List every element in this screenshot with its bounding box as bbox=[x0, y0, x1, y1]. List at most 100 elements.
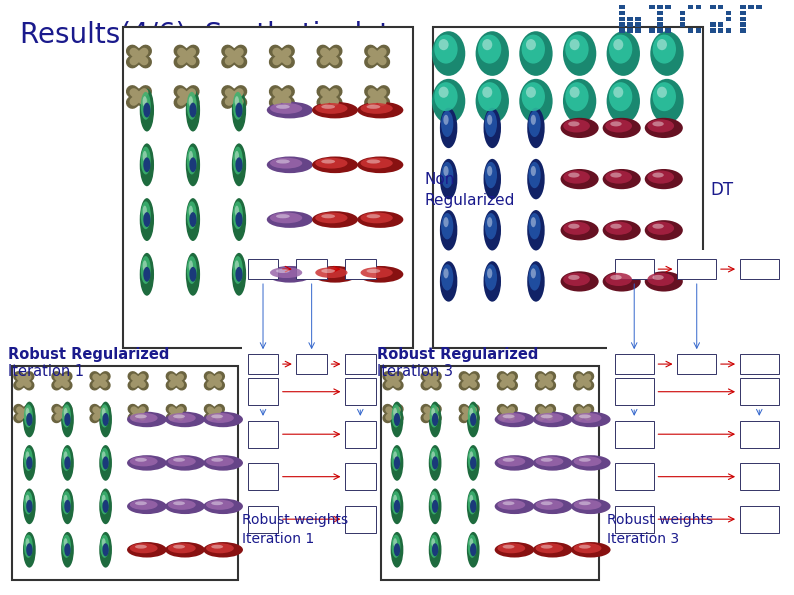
Bar bbox=[710, 23, 715, 27]
Ellipse shape bbox=[270, 267, 303, 278]
Ellipse shape bbox=[129, 543, 157, 553]
Ellipse shape bbox=[653, 173, 664, 177]
Ellipse shape bbox=[519, 79, 553, 124]
Ellipse shape bbox=[129, 413, 157, 423]
Ellipse shape bbox=[530, 166, 536, 176]
Bar bbox=[740, 11, 746, 15]
Ellipse shape bbox=[235, 96, 239, 107]
Ellipse shape bbox=[647, 120, 674, 133]
Ellipse shape bbox=[527, 108, 545, 148]
Ellipse shape bbox=[135, 458, 147, 462]
Ellipse shape bbox=[391, 405, 400, 427]
Ellipse shape bbox=[565, 35, 588, 64]
Bar bbox=[619, 23, 625, 27]
Ellipse shape bbox=[613, 39, 623, 50]
Ellipse shape bbox=[61, 445, 74, 481]
Ellipse shape bbox=[141, 256, 151, 284]
Ellipse shape bbox=[127, 455, 167, 471]
Bar bbox=[680, 23, 685, 27]
Ellipse shape bbox=[391, 534, 400, 558]
Ellipse shape bbox=[186, 198, 200, 241]
Ellipse shape bbox=[605, 222, 632, 235]
Ellipse shape bbox=[443, 268, 449, 278]
Ellipse shape bbox=[441, 264, 453, 290]
Ellipse shape bbox=[26, 456, 33, 469]
Ellipse shape bbox=[579, 458, 591, 462]
Bar bbox=[756, 5, 761, 9]
Ellipse shape bbox=[100, 405, 109, 427]
Ellipse shape bbox=[23, 532, 36, 568]
Ellipse shape bbox=[526, 39, 536, 50]
Bar bbox=[296, 354, 327, 374]
Ellipse shape bbox=[140, 89, 154, 131]
Ellipse shape bbox=[143, 212, 150, 227]
Ellipse shape bbox=[211, 545, 223, 549]
Ellipse shape bbox=[495, 412, 534, 427]
Bar bbox=[740, 463, 779, 490]
Ellipse shape bbox=[203, 542, 243, 558]
Ellipse shape bbox=[478, 35, 501, 64]
Ellipse shape bbox=[189, 212, 197, 227]
Ellipse shape bbox=[605, 120, 632, 133]
Ellipse shape bbox=[429, 488, 441, 524]
Ellipse shape bbox=[653, 35, 676, 64]
Ellipse shape bbox=[168, 543, 195, 553]
Ellipse shape bbox=[469, 495, 473, 503]
Bar bbox=[740, 29, 746, 33]
Ellipse shape bbox=[186, 143, 200, 186]
Ellipse shape bbox=[62, 405, 71, 427]
Bar bbox=[688, 5, 693, 9]
Ellipse shape bbox=[64, 495, 67, 503]
Ellipse shape bbox=[468, 491, 476, 514]
Ellipse shape bbox=[315, 267, 348, 278]
Ellipse shape bbox=[143, 96, 147, 107]
Ellipse shape bbox=[64, 538, 67, 547]
Ellipse shape bbox=[140, 143, 154, 186]
Ellipse shape bbox=[233, 92, 243, 120]
Ellipse shape bbox=[186, 253, 200, 296]
Ellipse shape bbox=[469, 538, 473, 547]
Ellipse shape bbox=[168, 500, 195, 510]
Bar bbox=[607, 250, 786, 363]
Bar bbox=[657, 29, 663, 33]
Ellipse shape bbox=[613, 87, 623, 98]
Ellipse shape bbox=[645, 169, 683, 189]
Ellipse shape bbox=[573, 456, 601, 466]
Ellipse shape bbox=[430, 491, 438, 514]
Ellipse shape bbox=[360, 212, 393, 223]
Ellipse shape bbox=[438, 39, 449, 50]
Ellipse shape bbox=[653, 82, 676, 111]
Ellipse shape bbox=[484, 210, 501, 250]
Ellipse shape bbox=[312, 102, 358, 118]
Ellipse shape bbox=[102, 495, 106, 503]
Ellipse shape bbox=[536, 500, 564, 510]
Ellipse shape bbox=[235, 206, 239, 217]
Ellipse shape bbox=[360, 267, 393, 278]
Bar bbox=[619, 17, 625, 21]
Ellipse shape bbox=[357, 156, 403, 173]
Bar bbox=[680, 11, 685, 15]
Bar bbox=[381, 366, 599, 580]
Text: DT: DT bbox=[711, 181, 734, 199]
Ellipse shape bbox=[312, 156, 358, 173]
Ellipse shape bbox=[267, 211, 313, 228]
Ellipse shape bbox=[522, 35, 545, 64]
Ellipse shape bbox=[315, 158, 348, 168]
Ellipse shape bbox=[211, 502, 223, 505]
Ellipse shape bbox=[189, 157, 197, 173]
Ellipse shape bbox=[645, 118, 683, 138]
Ellipse shape bbox=[650, 31, 684, 76]
Ellipse shape bbox=[533, 499, 572, 514]
Ellipse shape bbox=[603, 220, 641, 240]
Ellipse shape bbox=[485, 213, 497, 239]
Bar bbox=[123, 27, 413, 348]
Ellipse shape bbox=[165, 412, 205, 427]
Ellipse shape bbox=[267, 266, 313, 283]
Ellipse shape bbox=[657, 39, 667, 50]
Bar bbox=[615, 421, 654, 448]
Ellipse shape bbox=[431, 451, 435, 461]
Ellipse shape bbox=[135, 502, 147, 505]
Ellipse shape bbox=[235, 212, 243, 227]
Ellipse shape bbox=[165, 542, 205, 558]
Ellipse shape bbox=[603, 118, 641, 138]
